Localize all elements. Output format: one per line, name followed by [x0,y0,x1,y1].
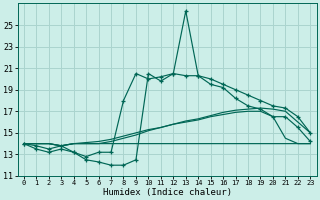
X-axis label: Humidex (Indice chaleur): Humidex (Indice chaleur) [103,188,232,197]
